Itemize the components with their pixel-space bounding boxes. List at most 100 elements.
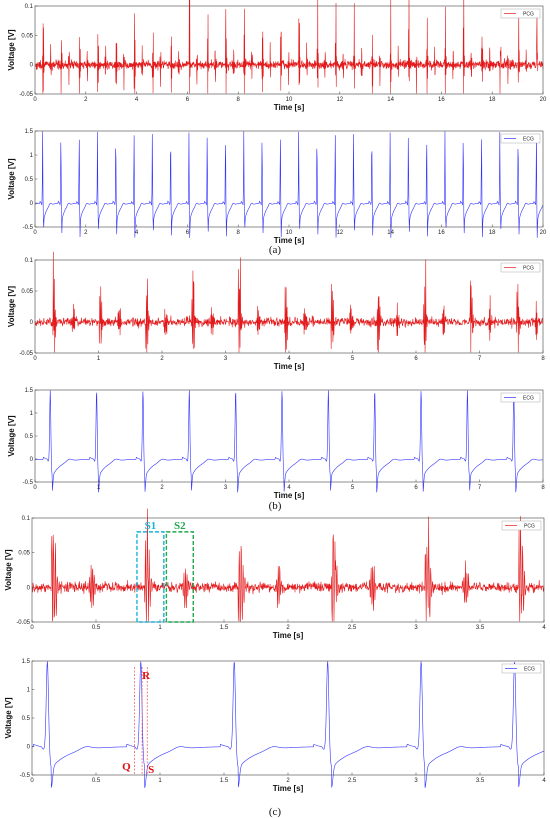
x-tick-label: 0.5	[92, 778, 101, 784]
legend-box	[500, 133, 541, 144]
b_ecg-series-line	[34, 390, 544, 493]
annotation-label-q: Q	[122, 761, 131, 773]
x-tick-label: 8	[237, 97, 241, 103]
y-tick-label: 0.05	[21, 33, 33, 39]
y-tick-label: -0.5	[23, 225, 34, 231]
y-tick-label: 0	[27, 745, 31, 751]
y-tick-label: 1.5	[25, 129, 34, 135]
x-tick-label: 2	[286, 778, 290, 784]
x-tick-label: 2	[160, 356, 164, 362]
c_ecg-axes-frame	[31, 660, 545, 776]
x-tick-label: 20	[540, 97, 547, 103]
b_pcg-series-line	[34, 251, 544, 353]
x-tick-label: 3.5	[476, 778, 485, 784]
caption-a: (a)	[269, 244, 282, 256]
x-tick-label: 16	[438, 230, 445, 236]
legend-label: PCG	[523, 12, 534, 18]
caption-c: (c)	[269, 806, 282, 818]
y-tick-label: 0.5	[25, 434, 34, 440]
x-tick-label: 0	[33, 230, 37, 236]
x-tick-label: 1	[97, 356, 101, 362]
legend-label: ECG	[524, 667, 535, 673]
y-axis-label: Voltage [V]	[7, 158, 16, 200]
x-tick-label: 1	[158, 625, 162, 631]
x-tick-label: 4	[542, 625, 546, 631]
x-axis-label: Time [s]	[273, 784, 304, 793]
x-tick-label: 18	[489, 97, 496, 103]
x-tick-label: 2	[286, 625, 290, 631]
legend-box	[501, 663, 542, 674]
x-tick-label: 12	[336, 230, 343, 236]
x-tick-label: 3	[414, 778, 418, 784]
y-tick-label: 1.5	[22, 659, 31, 665]
y-tick-label: 0.05	[21, 289, 33, 295]
x-tick-label: 8	[237, 230, 241, 236]
x-tick-label: 4	[135, 230, 139, 236]
y-axis-label: Voltage [V]	[7, 29, 16, 71]
annotation-label-s1: S1	[145, 520, 157, 532]
a_ecg-series-line	[34, 131, 544, 238]
x-tick-label: 4	[287, 485, 291, 491]
y-tick-label: 0.05	[18, 551, 30, 557]
x-tick-label: 0	[30, 625, 34, 631]
x-tick-label: 4	[542, 778, 546, 784]
x-axis-label: Time [s]	[273, 631, 304, 640]
x-tick-label: 4	[135, 97, 139, 103]
y-tick-label: 0	[30, 63, 34, 69]
x-tick-label: 7	[478, 485, 482, 491]
y-tick-label: 1	[27, 688, 31, 694]
x-tick-label: 5	[351, 485, 355, 491]
y-axis-label: Voltage [V]	[7, 415, 16, 457]
b_pcg-axes-frame	[34, 259, 544, 354]
x-tick-label: 18	[489, 230, 496, 236]
y-tick-label: 0.5	[25, 177, 34, 183]
y-axis-label: Voltage [V]	[7, 286, 16, 328]
x-tick-label: 2	[160, 485, 164, 491]
y-tick-label: 1.5	[25, 388, 34, 394]
x-tick-label: 7	[478, 356, 482, 362]
y-axis-label: Voltage [V]	[4, 697, 13, 739]
x-tick-label: 2	[84, 230, 88, 236]
x-tick-label: 3	[224, 356, 228, 362]
x-tick-label: 16	[438, 97, 445, 103]
c_pcg-series-line	[31, 508, 545, 622]
y-axis-label: Voltage [V]	[4, 549, 13, 591]
legend-label: ECG	[523, 396, 534, 402]
legend-label: ECG	[523, 137, 534, 143]
annotation-label-r: R	[142, 670, 151, 682]
legend-box	[500, 8, 541, 19]
x-tick-label: 1	[158, 778, 162, 784]
legend-box	[500, 262, 541, 273]
x-tick-label: 6	[414, 485, 418, 491]
x-axis-label: Time [s]	[274, 491, 305, 500]
y-tick-label: 0.1	[25, 4, 34, 10]
x-tick-label: 0	[30, 778, 34, 784]
y-tick-label: 0	[27, 585, 31, 591]
x-axis-label: Time [s]	[274, 362, 305, 371]
y-tick-label: -0.05	[16, 620, 30, 626]
x-tick-label: 5	[351, 356, 355, 362]
x-tick-label: 1	[97, 485, 101, 491]
legend-box	[501, 520, 542, 531]
y-tick-label: -0.5	[20, 773, 31, 779]
y-tick-label: 0.1	[25, 258, 34, 264]
x-tick-label: 2.5	[348, 778, 357, 784]
x-tick-label: 6	[186, 97, 190, 103]
y-tick-label: 0.1	[22, 516, 31, 522]
y-tick-label: -0.05	[19, 351, 33, 357]
x-tick-label: 1.5	[220, 778, 229, 784]
x-tick-label: 3.5	[476, 625, 485, 631]
x-tick-label: 6	[186, 230, 190, 236]
x-tick-label: 8	[541, 485, 545, 491]
y-tick-label: 0	[30, 320, 34, 326]
x-tick-label: 12	[336, 97, 343, 103]
x-tick-label: 2	[84, 97, 88, 103]
a_ecg-axes-frame	[34, 130, 544, 228]
x-tick-label: 6	[414, 356, 418, 362]
x-tick-label: 20	[540, 230, 547, 236]
x-tick-label: 0	[33, 97, 37, 103]
x-tick-label: 4	[287, 356, 291, 362]
